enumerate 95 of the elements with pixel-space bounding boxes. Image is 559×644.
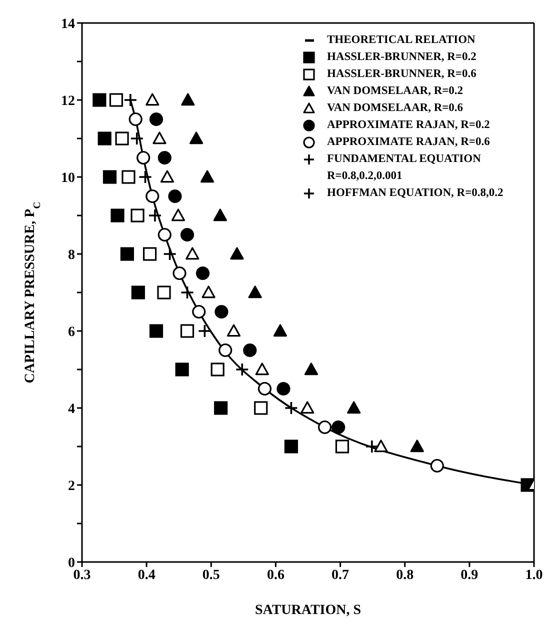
- point: [213, 208, 227, 222]
- x-axis-title: SATURATION, S: [254, 603, 362, 618]
- point: [230, 247, 244, 260]
- x-tick-label: 0.8: [396, 568, 414, 583]
- point: [92, 93, 106, 107]
- point: [410, 440, 424, 452]
- point: [347, 401, 361, 414]
- point: [210, 362, 224, 376]
- legend-label: APPROXIMATE RAJAN, R=0.6: [327, 135, 491, 150]
- y-tick-label: 0: [68, 556, 75, 571]
- point: [168, 189, 182, 204]
- point: [186, 247, 200, 260]
- point: [180, 228, 194, 242]
- point: [148, 208, 162, 222]
- point: [175, 362, 189, 376]
- point: [374, 440, 388, 452]
- point: [130, 208, 144, 222]
- point: [115, 132, 129, 146]
- legend-label: FUNDAMENTAL EQUATION R=0.8,0.2,0.001: [327, 152, 482, 184]
- point: [109, 93, 124, 107]
- point: [198, 324, 212, 338]
- point: [218, 343, 232, 358]
- point: [273, 324, 288, 337]
- point: [149, 112, 164, 126]
- point: [102, 170, 117, 184]
- x-tick-label: 0.7: [332, 568, 350, 583]
- y-tick-label: 6: [68, 324, 75, 340]
- legend-label: VAN DOMSELAAR, R=0.2: [327, 84, 464, 99]
- point: [318, 420, 332, 434]
- point: [131, 286, 145, 300]
- point: [124, 93, 138, 107]
- y-tick-label: 2: [68, 478, 75, 494]
- point: [149, 324, 164, 338]
- x-tick-label: 0.6: [266, 568, 284, 583]
- y-tick-label: 14: [61, 16, 75, 32]
- point: [110, 208, 124, 222]
- legend-label: HOFFMAN EQUATION, R=0.8,0.2: [327, 186, 504, 201]
- x-tick-label: 0.4: [138, 568, 156, 583]
- point: [158, 150, 172, 165]
- point: [152, 132, 166, 144]
- point: [332, 420, 346, 434]
- legend-label: HASSLER-BRUNNER, R=0.6: [327, 67, 478, 82]
- y-tick-label: 4: [68, 402, 75, 417]
- point: [171, 208, 186, 222]
- point: [214, 401, 228, 415]
- point: [172, 266, 186, 280]
- point: [157, 286, 171, 300]
- point: [146, 189, 160, 204]
- point: [143, 247, 157, 261]
- point: [120, 247, 134, 261]
- point: [158, 228, 172, 242]
- point: [430, 458, 444, 473]
- point: [365, 440, 379, 454]
- point: [258, 382, 272, 396]
- x-tick-label: 0.9: [460, 568, 478, 583]
- point: [180, 286, 194, 300]
- y-tick-label: 10: [61, 170, 75, 186]
- point: [138, 170, 152, 184]
- point: [181, 93, 195, 106]
- point: [196, 266, 210, 280]
- point: [128, 112, 142, 126]
- point: [160, 170, 174, 183]
- point: [214, 304, 228, 319]
- point: [300, 401, 314, 414]
- point: [235, 362, 250, 376]
- point: [180, 324, 194, 338]
- point: [98, 132, 112, 146]
- point: [202, 286, 216, 298]
- x-tick-label: 0.5: [202, 568, 220, 583]
- legend-label: APPROXIMATE RAJAN, R=0.2: [327, 118, 491, 133]
- x-tick-label: 0.3: [73, 568, 91, 583]
- point: [200, 170, 214, 183]
- point: [130, 132, 144, 146]
- point: [284, 440, 298, 454]
- legend-label: THEORETICAL RELATION: [327, 33, 476, 48]
- point: [189, 132, 204, 144]
- point: [276, 382, 290, 396]
- x-tick-label: 1.0: [525, 568, 543, 583]
- point: [243, 343, 257, 358]
- point: [254, 401, 268, 415]
- point: [248, 286, 262, 298]
- point: [162, 247, 177, 261]
- point: [335, 440, 350, 454]
- y-tick-label: 8: [68, 248, 75, 263]
- point: [226, 324, 241, 337]
- point: [304, 362, 318, 376]
- point: [255, 362, 269, 376]
- legend-label: VAN DOMSELAAR, R=0.6: [327, 101, 464, 116]
- y-tick-label: 12: [61, 94, 75, 109]
- point: [136, 150, 150, 165]
- legend-label: HASSLER-BRUNNER, R=0.2: [327, 50, 478, 65]
- point: [284, 401, 298, 415]
- point: [192, 304, 206, 319]
- point: [122, 170, 136, 184]
- point: [146, 93, 160, 106]
